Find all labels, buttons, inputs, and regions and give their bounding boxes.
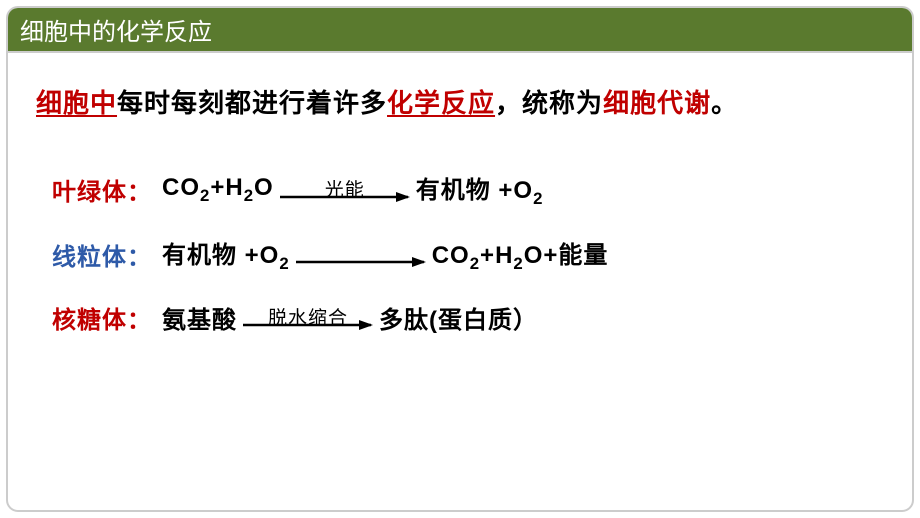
slide-card: 细胞中的化学反应 细胞中每时每刻都进行着许多化学反应，统称为细胞代谢。 叶绿体：… bbox=[6, 6, 914, 512]
reaction-arrow: 光能 bbox=[280, 181, 410, 198]
equation-right: 多肽(蛋白质） bbox=[379, 300, 538, 335]
intro-part-4: ，统称为 bbox=[495, 88, 603, 118]
equation-left: 有机物 +O2 bbox=[162, 235, 290, 274]
intro-sentence: 细胞中每时每刻都进行着许多化学反应，统称为细胞代谢。 bbox=[36, 83, 884, 120]
slide-content: 细胞中每时每刻都进行着许多化学反应，统称为细胞代谢。 叶绿体：CO2+H2O 光能… bbox=[8, 53, 912, 391]
equation-row: 叶绿体：CO2+H2O 光能 有机物 +O2 bbox=[52, 170, 884, 209]
equation-row: 核糖体：氨基酸脱水缩合 多肽(蛋白质） bbox=[52, 300, 884, 335]
equation-list: 叶绿体：CO2+H2O光能 有机物 +O2线粒体：有机物 +O2 CO2+H2O… bbox=[36, 170, 884, 335]
equation: CO2+H2O 光能 有机物 +O2 bbox=[162, 170, 543, 209]
header-title: 细胞中的化学反应 bbox=[20, 19, 212, 46]
organelle-label: 核糖体： bbox=[52, 300, 162, 335]
reaction-arrow: 脱水缩合 bbox=[243, 309, 373, 326]
organelle-label: 线粒体： bbox=[52, 237, 162, 272]
arrow-line bbox=[280, 196, 410, 198]
intro-part-3: 化学反应 bbox=[387, 88, 495, 118]
organelle-label: 叶绿体： bbox=[52, 172, 162, 207]
intro-part-1: 细胞中 bbox=[36, 88, 117, 118]
intro-part-2: 每时每刻都进行着许多 bbox=[117, 88, 387, 118]
equation-left: CO2+H2O bbox=[162, 174, 274, 206]
reaction-arrow bbox=[296, 246, 426, 263]
intro-part-5: 细胞代谢 bbox=[603, 88, 711, 118]
intro-part-6: 。 bbox=[711, 88, 738, 118]
equation-left: 氨基酸 bbox=[162, 300, 237, 335]
slide-header: 细胞中的化学反应 bbox=[8, 8, 912, 53]
equation: 有机物 +O2 CO2+H2O+能量 bbox=[162, 235, 608, 274]
equation: 氨基酸脱水缩合 多肽(蛋白质） bbox=[162, 300, 538, 335]
arrow-line bbox=[296, 261, 426, 263]
equation-row: 线粒体：有机物 +O2 CO2+H2O+能量 bbox=[52, 235, 884, 274]
arrow-line bbox=[243, 324, 373, 326]
equation-right: 有机物 +O2 bbox=[416, 170, 544, 209]
equation-right: CO2+H2O+能量 bbox=[432, 235, 609, 274]
